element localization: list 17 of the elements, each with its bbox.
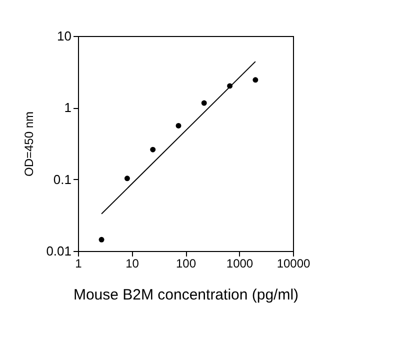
x-tick-label: 100 [176,256,196,270]
point [150,146,156,152]
y-tick-label: 0.01 [46,244,72,258]
point [176,122,182,128]
x-tick-label: 1000 [226,256,254,270]
point [201,100,207,106]
point [252,77,258,83]
y-axis-title: OD=450 nm [22,111,36,177]
x-tick-label: 10 [126,256,140,270]
point [98,236,104,242]
y-tick-label: 10 [57,28,72,44]
y-tick-label: 1 [64,100,72,116]
x-axis-title: Mouse B2M concentration (pg/ml) [73,286,299,304]
y-tick-label: 0.1 [53,172,72,187]
point [124,176,130,182]
x-tick-label: 10000 [276,256,311,270]
x-tick-label: 1 [75,256,82,270]
